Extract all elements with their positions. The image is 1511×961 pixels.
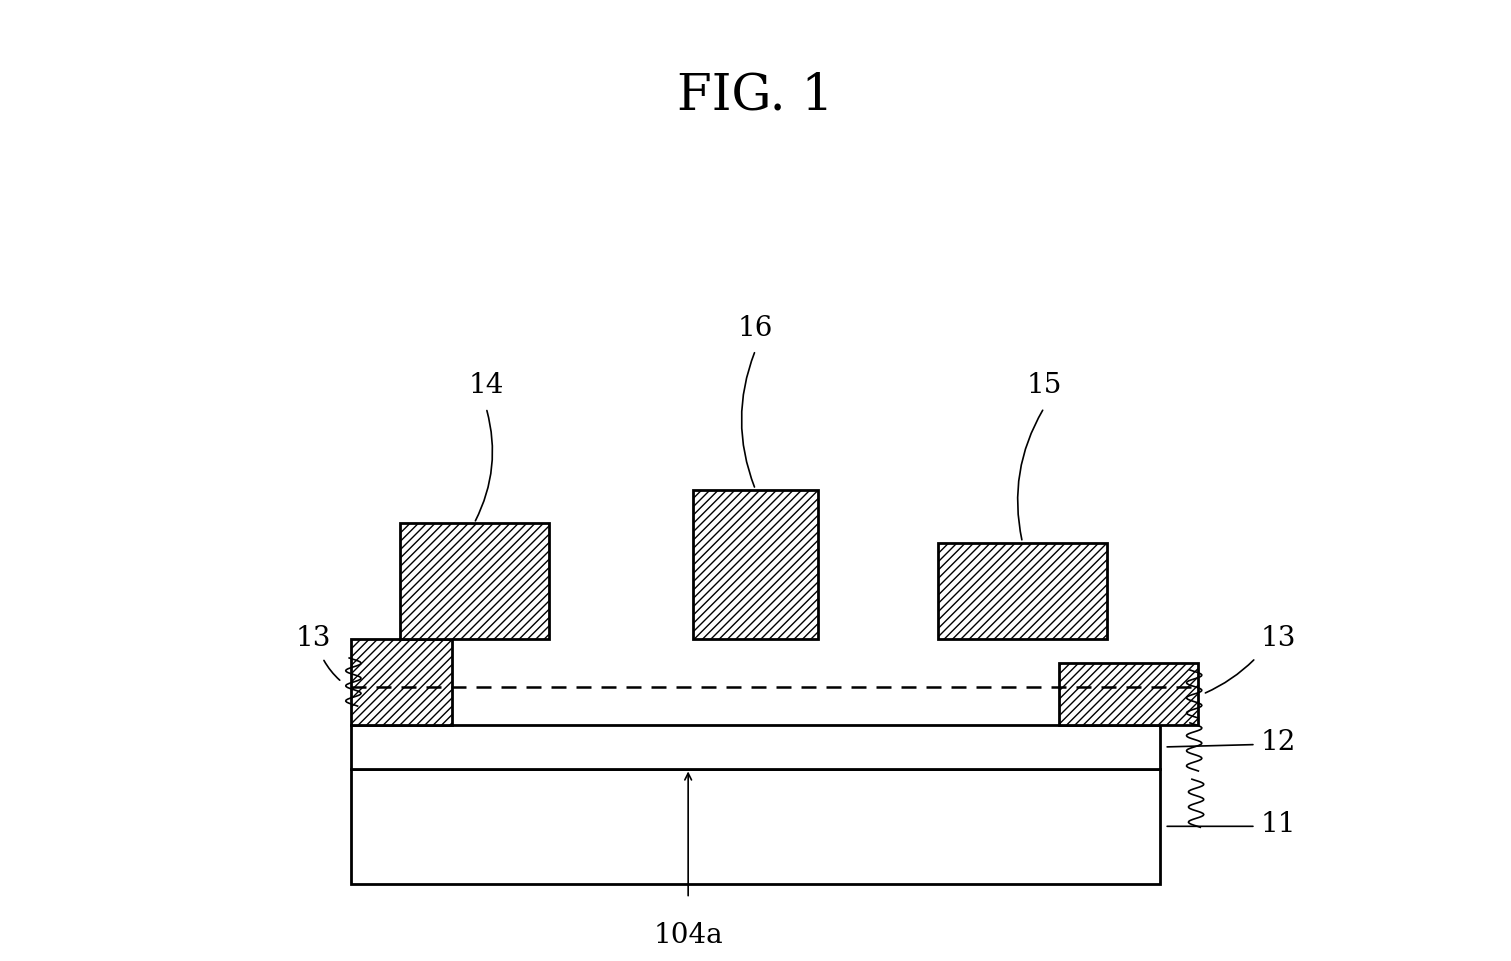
Text: 16: 16 [737, 314, 774, 341]
Bar [352, 769, 1159, 884]
Bar [1059, 663, 1198, 726]
Bar [352, 639, 452, 726]
Text: 104a: 104a [653, 921, 722, 948]
Text: 12: 12 [1260, 728, 1296, 755]
Bar [399, 524, 548, 639]
Text: 14: 14 [468, 372, 503, 399]
Bar [938, 543, 1106, 639]
Text: 15: 15 [1026, 372, 1062, 399]
Bar [352, 726, 1159, 769]
Text: 13: 13 [1260, 625, 1296, 652]
Text: 13: 13 [295, 625, 331, 652]
Bar [694, 490, 817, 639]
Text: FIG. 1: FIG. 1 [677, 71, 834, 121]
Text: 11: 11 [1260, 810, 1296, 837]
